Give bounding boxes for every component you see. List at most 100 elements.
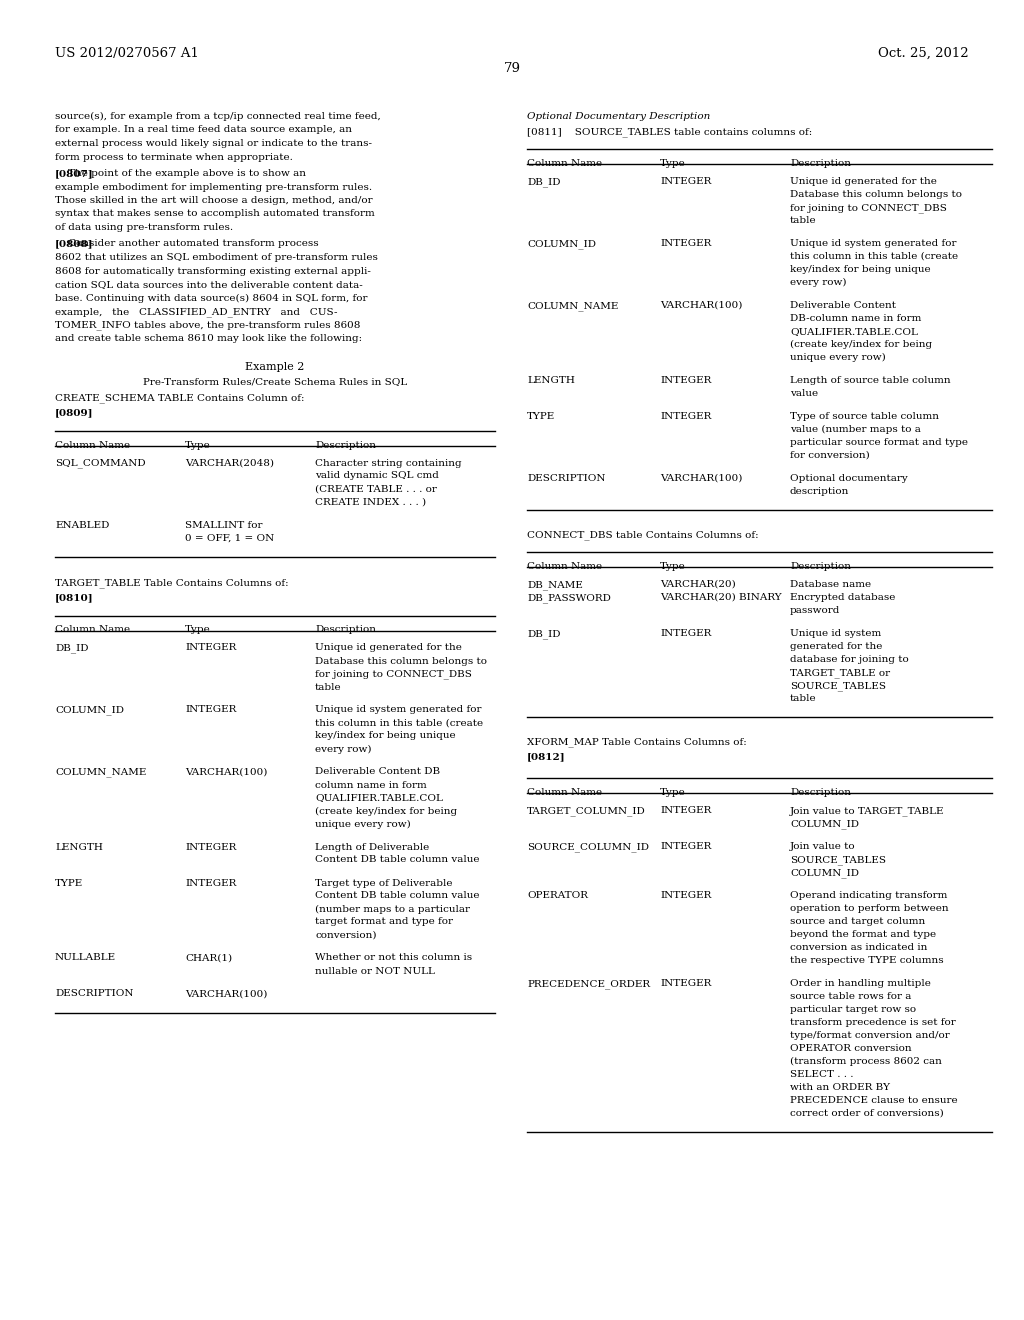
Text: this column in this table (create: this column in this table (create: [790, 252, 958, 261]
Text: correct order of conversions): correct order of conversions): [790, 1109, 944, 1118]
Text: value (number maps to a: value (number maps to a: [790, 425, 921, 434]
Text: for example. In a real time feed data source example, an: for example. In a real time feed data so…: [55, 125, 352, 135]
Text: Type: Type: [660, 788, 686, 797]
Text: Type of source table column: Type of source table column: [790, 412, 939, 421]
Text: INTEGER: INTEGER: [660, 376, 712, 385]
Text: Database this column belongs to: Database this column belongs to: [315, 656, 487, 665]
Text: cation SQL data sources into the deliverable content data-: cation SQL data sources into the deliver…: [55, 280, 362, 289]
Text: INTEGER: INTEGER: [660, 177, 712, 186]
Text: INTEGER: INTEGER: [185, 842, 237, 851]
Text: INTEGER: INTEGER: [185, 705, 237, 714]
Text: Unique id system generated for: Unique id system generated for: [790, 239, 956, 248]
Text: unique every row): unique every row): [315, 820, 411, 829]
Text: DB_ID: DB_ID: [527, 630, 560, 639]
Text: syntax that makes sense to accomplish automated transform: syntax that makes sense to accomplish au…: [55, 210, 375, 219]
Text: VARCHAR(2048): VARCHAR(2048): [185, 458, 274, 467]
Text: value: value: [790, 389, 818, 399]
Text: Those skilled in the art will choose a design, method, and/or: Those skilled in the art will choose a d…: [55, 195, 373, 205]
Text: particular source format and type: particular source format and type: [790, 438, 968, 447]
Text: SMALLINT for: SMALLINT for: [185, 520, 262, 529]
Text: SOURCE_TABLES: SOURCE_TABLES: [790, 855, 886, 865]
Text: COLUMN_ID: COLUMN_ID: [790, 818, 859, 829]
Text: form process to terminate when appropriate.: form process to terminate when appropria…: [55, 153, 293, 161]
Text: SOURCE_COLUMN_ID: SOURCE_COLUMN_ID: [527, 842, 649, 851]
Text: for joining to CONNECT_DBS: for joining to CONNECT_DBS: [315, 669, 472, 680]
Text: QUALIFIER.TABLE.COL: QUALIFIER.TABLE.COL: [790, 327, 918, 337]
Text: COLUMN_ID: COLUMN_ID: [55, 705, 124, 715]
Text: VARCHAR(100): VARCHAR(100): [660, 301, 742, 310]
Text: Oct. 25, 2012: Oct. 25, 2012: [879, 48, 969, 59]
Text: valid dynamic SQL cmd: valid dynamic SQL cmd: [315, 471, 439, 480]
Text: Unique id generated for the: Unique id generated for the: [315, 644, 462, 652]
Text: INTEGER: INTEGER: [660, 630, 712, 638]
Text: unique every row): unique every row): [790, 352, 886, 362]
Text: The point of the example above is to show an: The point of the example above is to sho…: [55, 169, 306, 178]
Text: INTEGER: INTEGER: [660, 891, 712, 900]
Text: Type: Type: [660, 158, 686, 168]
Text: DB_PASSWORD: DB_PASSWORD: [527, 593, 611, 603]
Text: (transform process 8602 can: (transform process 8602 can: [790, 1057, 942, 1067]
Text: COLUMN_ID: COLUMN_ID: [527, 239, 596, 248]
Text: conversion as indicated in: conversion as indicated in: [790, 942, 928, 952]
Text: Optional documentary: Optional documentary: [790, 474, 907, 483]
Text: OPERATOR: OPERATOR: [527, 891, 588, 900]
Text: COLUMN_ID: COLUMN_ID: [790, 869, 859, 878]
Text: database for joining to: database for joining to: [790, 655, 908, 664]
Text: CHAR(1): CHAR(1): [185, 953, 232, 962]
Text: TOMER_INFO tables above, the pre-transform rules 8608: TOMER_INFO tables above, the pre-transfo…: [55, 321, 360, 330]
Text: TARGET_COLUMN_ID: TARGET_COLUMN_ID: [527, 807, 646, 816]
Text: Column Name: Column Name: [527, 158, 602, 168]
Text: OPERATOR conversion: OPERATOR conversion: [790, 1044, 911, 1053]
Text: conversion): conversion): [315, 931, 377, 940]
Text: Pre-Transform Rules/Create Schema Rules in SQL: Pre-Transform Rules/Create Schema Rules …: [143, 378, 408, 387]
Text: Description: Description: [790, 788, 851, 797]
Text: Database this column belongs to: Database this column belongs to: [790, 190, 962, 199]
Text: Description: Description: [315, 441, 376, 450]
Text: DESCRIPTION: DESCRIPTION: [55, 990, 133, 998]
Text: 0 = OFF, 1 = ON: 0 = OFF, 1 = ON: [185, 533, 274, 543]
Text: operation to perform between: operation to perform between: [790, 904, 948, 913]
Text: TYPE: TYPE: [527, 412, 555, 421]
Text: Length of source table column: Length of source table column: [790, 376, 950, 385]
Text: Type: Type: [660, 562, 686, 572]
Text: COLUMN_NAME: COLUMN_NAME: [55, 767, 146, 777]
Text: particular target row so: particular target row so: [790, 1005, 916, 1014]
Text: Database name: Database name: [790, 579, 871, 589]
Text: source and target column: source and target column: [790, 917, 926, 927]
Text: Optional Documentary Description: Optional Documentary Description: [527, 112, 711, 121]
Text: Column Name: Column Name: [55, 626, 130, 635]
Text: Consider another automated transform process: Consider another automated transform pro…: [55, 239, 318, 248]
Text: Whether or not this column is: Whether or not this column is: [315, 953, 472, 962]
Text: Unique id system: Unique id system: [790, 630, 882, 638]
Text: key/index for being unique: key/index for being unique: [315, 731, 456, 741]
Text: Encrypted database: Encrypted database: [790, 593, 895, 602]
Text: Length of Deliverable: Length of Deliverable: [315, 842, 429, 851]
Text: 8608 for automatically transforming existing external appli-: 8608 for automatically transforming exis…: [55, 267, 371, 276]
Text: Character string containing: Character string containing: [315, 458, 462, 467]
Text: Order in handling multiple: Order in handling multiple: [790, 979, 931, 987]
Text: Operand indicating transform: Operand indicating transform: [790, 891, 947, 900]
Text: table: table: [315, 682, 342, 692]
Text: Deliverable Content: Deliverable Content: [790, 301, 896, 310]
Text: Content DB table column value: Content DB table column value: [315, 855, 479, 865]
Text: description: description: [790, 487, 849, 496]
Text: [0809]: [0809]: [55, 408, 93, 417]
Text: Type: Type: [185, 626, 211, 635]
Text: SOURCE_TABLES: SOURCE_TABLES: [790, 681, 886, 690]
Text: [0807]: [0807]: [55, 169, 93, 178]
Text: Description: Description: [790, 562, 851, 572]
Text: COLUMN_NAME: COLUMN_NAME: [527, 301, 618, 310]
Text: LENGTH: LENGTH: [55, 842, 102, 851]
Text: 8602 that utilizes an SQL embodiment of pre-transform rules: 8602 that utilizes an SQL embodiment of …: [55, 253, 378, 261]
Text: with an ORDER BY: with an ORDER BY: [790, 1082, 890, 1092]
Text: Description: Description: [790, 158, 851, 168]
Text: TARGET_TABLE Table Contains Columns of:: TARGET_TABLE Table Contains Columns of:: [55, 578, 289, 589]
Text: Column Name: Column Name: [527, 562, 602, 572]
Text: source table rows for a: source table rows for a: [790, 993, 911, 1001]
Text: US 2012/0270567 A1: US 2012/0270567 A1: [55, 48, 199, 59]
Text: (create key/index for being: (create key/index for being: [315, 807, 457, 816]
Text: (number maps to a particular: (number maps to a particular: [315, 904, 470, 913]
Text: INTEGER: INTEGER: [660, 412, 712, 421]
Text: (create key/index for being: (create key/index for being: [790, 341, 932, 348]
Text: target format and type for: target format and type for: [315, 917, 453, 927]
